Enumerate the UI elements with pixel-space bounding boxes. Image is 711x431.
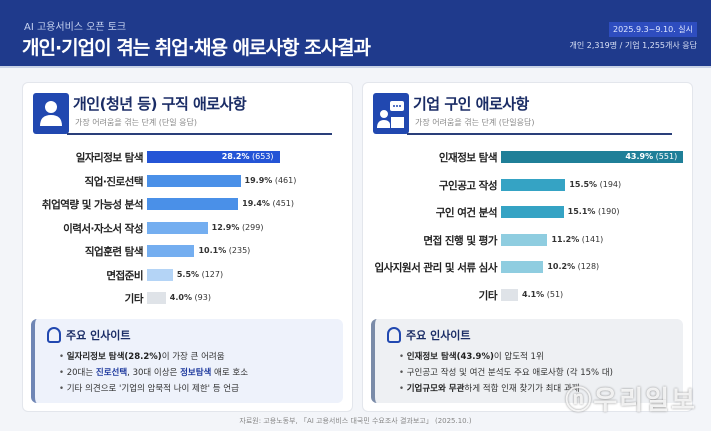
bar [501, 206, 564, 218]
bar [147, 268, 173, 281]
category-label: 면접 진행 및 평가 [423, 234, 497, 247]
category-label: 인재정보 탐색 [438, 152, 498, 164]
bar [501, 261, 544, 273]
bar-row: 직업·진로선택 19.9% (461) [23, 173, 352, 189]
category-label: 구인 여건 분석 [435, 207, 498, 219]
source-note: 자료원: 고용노동부, 「AI 고용서비스 대국민 수요조사 결과보고」 (20… [239, 417, 472, 425]
bar-row: 입사지원서 관리 및 서류 심사 10.2% (128) [363, 259, 692, 275]
bar [147, 245, 195, 257]
bar-row: 직업훈련 탐색 10.1% (235) [23, 243, 352, 259]
value-label: 4.0% (93) [169, 293, 211, 302]
bar-row: 기타 4.1% (51) [363, 287, 692, 303]
value-label: 15.1% (190) [567, 207, 620, 216]
insight-item: 일자리정보 탐색(28.2%)이 가장 큰 어려움 [59, 349, 248, 365]
watermark-logo: ⓝ우리일보 [565, 386, 697, 416]
insights-box: 주요 인사이트 일자리정보 탐색(28.2%)이 가장 큰 어려움 20대는 진… [31, 319, 343, 403]
touch-icon [47, 327, 61, 343]
bar-row: 일자리정보 탐색 28.2% (653) [23, 149, 352, 165]
bar [147, 151, 280, 163]
value-label: 5.5% (127) [176, 269, 224, 279]
bar [147, 174, 241, 187]
bar-row: 면접 진행 및 평가 11.2% (141) [363, 232, 692, 248]
insight-item: 20대는 진로선택, 30대 이상은 정보탐색 애로 호소 [59, 365, 248, 381]
value-label: 15.5% (194) [569, 179, 622, 189]
category-label: 기타 [478, 289, 498, 302]
insights-title: 주요 인사이트 [66, 329, 131, 342]
value-label: 43.9% (551) [625, 152, 678, 161]
interview-icon [373, 93, 409, 134]
category-label: 기타 [124, 293, 144, 305]
category-label: 이력서·자소서 작성 [63, 222, 143, 235]
category-label: 취업역량 및 가능성 분석 [41, 199, 144, 211]
header: AI 고용서비스 오픈 토크 개인·기업이 겪는 취업·채용 애로사항 조사결과… [0, 0, 711, 68]
bar [147, 221, 208, 234]
bar [501, 288, 518, 301]
individual-card: 개인(청년 등) 구직 애로사항 가장 어려움을 겪는 단계 (단일 응답) 주… [22, 82, 353, 412]
bar-row: 인재정보 탐색 43.9% (551) [363, 149, 692, 165]
respondents: 개인 2,319명 / 기업 1,255개사 응답 [569, 41, 697, 50]
bar [501, 233, 548, 246]
bar [147, 292, 166, 304]
insight-item: 기업규모와 무관하게 적합 인재 찾기가 최대 과제 [399, 381, 613, 397]
insight-item: 구인공고 작성 및 여건 분석도 주요 애로사항 (각 15% 대) [399, 365, 613, 381]
value-label: 4.1% (51) [522, 289, 564, 299]
value-label: 10.2% (128) [547, 262, 600, 271]
insight-item: 인재정보 탐색(43.9%)이 압도적 1위 [399, 349, 613, 365]
category-label: 일자리정보 탐색 [75, 152, 144, 164]
bar-row: 면접준비 5.5% (127) [23, 267, 352, 283]
divider [407, 133, 672, 135]
survey-date-badge: 2025.9.3~9.10. 실시 [609, 22, 697, 37]
card-subtitle: 가장 어려움을 겪는 단계 (단일응답) [415, 118, 535, 127]
category-label: 직업훈련 탐색 [84, 246, 144, 258]
page-title: 개인·기업이 겪는 취업·채용 애로사항 조사결과 [22, 37, 371, 59]
value-label: 19.9% (461) [244, 175, 297, 185]
bar [501, 151, 684, 163]
value-label: 10.1% (235) [198, 246, 251, 255]
category-label: 입사지원서 관리 및 서류 심사 [374, 262, 497, 274]
value-label: 11.2% (141) [551, 234, 604, 244]
category-label: 직업·진로선택 [84, 175, 144, 188]
person-icon [33, 93, 69, 134]
value-label: 19.4% (451) [242, 199, 294, 208]
bar-row: 이력서·자소서 작성 12.9% (299) [23, 220, 352, 236]
bar [147, 198, 239, 210]
bar-row: 취업역량 및 가능성 분석 19.4% (451) [23, 196, 352, 212]
bar-row: 구인공고 작성 15.5% (194) [363, 177, 692, 193]
divider [67, 133, 332, 135]
value-label: 28.2% (653) [221, 152, 274, 161]
category-label: 면접준비 [106, 269, 143, 282]
insight-item: 기타 의견으로 '기업의 암묵적 나이 제한' 등 언급 [59, 381, 248, 397]
insights-title: 주요 인사이트 [406, 329, 471, 342]
value-label: 12.9% (299) [211, 222, 264, 232]
category-label: 구인공고 작성 [438, 179, 498, 192]
supertitle: AI 고용서비스 오픈 토크 [24, 22, 127, 33]
card-title: 기업 구인 애로사항 [413, 95, 529, 113]
bar-row: 기타 4.0% (93) [23, 290, 352, 306]
card-subtitle: 가장 어려움을 겪는 단계 (단일 응답) [75, 118, 197, 127]
bar [501, 178, 566, 191]
bar-row: 구인 여건 분석 15.1% (190) [363, 204, 692, 220]
insights-box: 주요 인사이트 인재정보 탐색(43.9%)이 압도적 1위 구인공고 작성 및… [371, 319, 683, 403]
company-card: 기업 구인 애로사항 가장 어려움을 겪는 단계 (단일응답) 주요 인사이트 … [362, 82, 693, 412]
card-title: 개인(청년 등) 구직 애로사항 [73, 95, 247, 113]
touch-icon [387, 327, 401, 343]
